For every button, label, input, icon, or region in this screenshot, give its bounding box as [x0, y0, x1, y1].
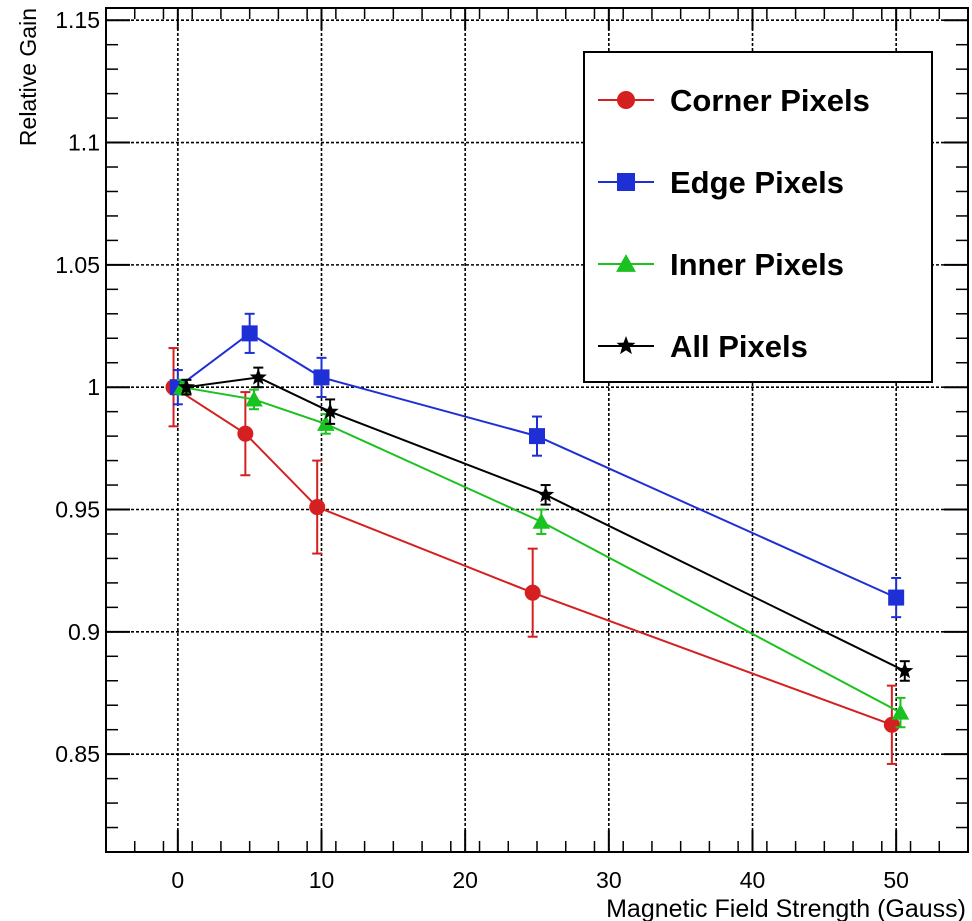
x-axis-label: Magnetic Field Strength (Gauss) — [606, 895, 966, 921]
data-point — [237, 425, 254, 442]
legend-marker — [617, 173, 635, 191]
legend: Corner Pixels Edge Pixels Inner Pixels All … — [583, 51, 933, 383]
legend-label: Corner Pixels — [670, 83, 870, 118]
plot-frame — [105, 7, 969, 853]
axis-tick-labels: 0 10 20 30 40 50 0.85 0.9 0.95 1 1.05 1.1 1.15 — [55, 7, 909, 893]
data-point — [883, 716, 900, 733]
y-tick-label: 1 — [87, 374, 100, 400]
legend-item: Inner Pixels — [598, 247, 844, 282]
legend-marker — [616, 254, 636, 272]
x-tick-label: 10 — [309, 867, 335, 893]
series — [165, 312, 914, 765]
legend-item: Corner Pixels — [598, 83, 870, 118]
legend-label: Edge Pixels — [670, 165, 844, 200]
data-point — [891, 703, 910, 720]
data-point — [177, 378, 196, 395]
x-tick-label: 40 — [740, 867, 766, 893]
legend-box — [583, 51, 933, 383]
legend-label: All Pixels — [670, 329, 808, 364]
data-point — [241, 325, 258, 342]
axis-ticks — [105, 8, 969, 853]
legend-marker — [617, 91, 635, 109]
y-tick-label: 1.1 — [68, 130, 100, 156]
data-point — [524, 584, 541, 601]
series-corner-pixels — [165, 347, 900, 765]
x-tick-label: 30 — [596, 867, 622, 893]
data-point — [896, 661, 914, 679]
y-tick-label: 0.9 — [68, 619, 100, 645]
data-point — [249, 368, 267, 385]
data-point — [321, 402, 339, 419]
x-tick-label: 20 — [452, 867, 478, 893]
data-point — [532, 512, 551, 529]
data-point — [309, 499, 326, 516]
series-all-pixels — [177, 366, 914, 682]
legend-label: Inner Pixels — [670, 247, 844, 282]
y-tick-label: 1.15 — [55, 7, 100, 33]
y-axis-label: Relative Gain — [15, 8, 41, 146]
x-tick-label: 0 — [171, 867, 184, 893]
y-tick-label: 0.85 — [55, 741, 100, 767]
legend-item: All Pixels — [598, 329, 808, 364]
data-point — [313, 369, 330, 386]
legend-marker — [616, 336, 636, 355]
data-point — [245, 390, 263, 407]
y-tick-label: 1.05 — [55, 252, 100, 278]
y-tick-label: 0.95 — [55, 497, 100, 523]
data-point — [888, 589, 905, 606]
legend-item: Edge Pixels — [598, 165, 844, 200]
x-tick-label: 50 — [883, 867, 909, 893]
data-point — [529, 428, 545, 445]
data-point — [537, 485, 555, 503]
